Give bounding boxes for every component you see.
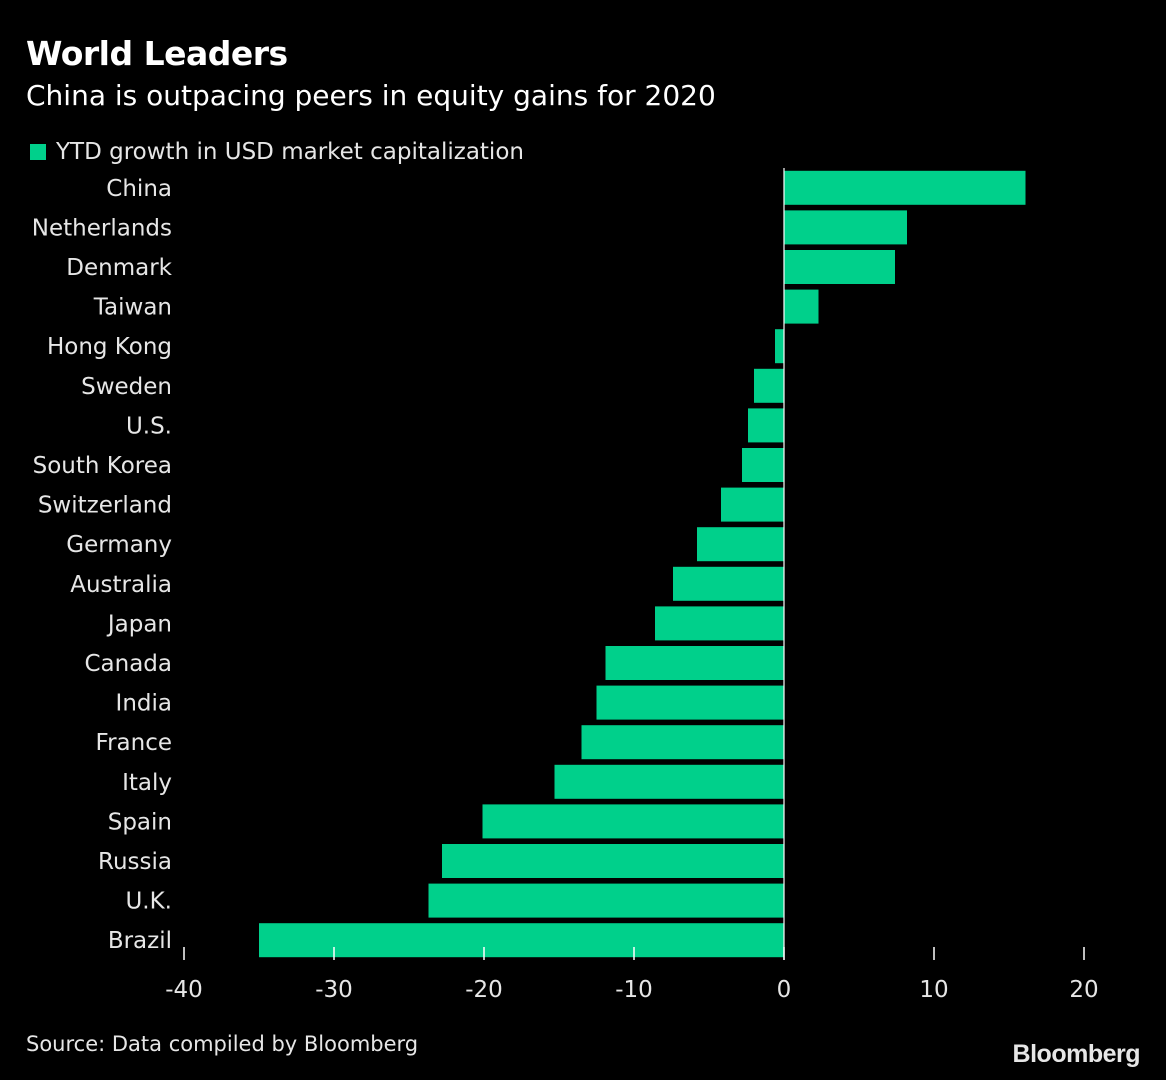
chart-subtitle: China is outpacing peers in equity gains… <box>26 79 716 112</box>
bar-germany <box>697 527 784 562</box>
bar-china <box>784 170 1026 205</box>
bar-spain <box>482 804 784 839</box>
category-label: U.S. <box>126 413 172 439</box>
bar-australia <box>673 566 784 601</box>
category-label: Taiwan <box>93 295 172 321</box>
category-label: Sweden <box>81 374 172 400</box>
bar-u-k <box>428 883 784 918</box>
bar-u-s <box>748 408 784 443</box>
category-label: Brazil <box>108 928 172 954</box>
category-label: Germany <box>66 532 172 558</box>
legend-label: YTD growth in USD market capitalization <box>56 139 524 165</box>
category-label: India <box>116 691 172 717</box>
chart-title: World Leaders <box>26 34 288 73</box>
x-tick-label: -40 <box>165 977 203 1003</box>
category-label: Netherlands <box>32 215 172 241</box>
bar-switzerland <box>721 487 784 522</box>
category-label: U.K. <box>125 889 172 915</box>
bar-netherlands <box>784 210 907 245</box>
category-label: Italy <box>122 770 172 796</box>
bar-chart: China Netherlands Denmark Taiwan Hong Kong Sw… <box>32 168 1099 1003</box>
legend: YTD growth in USD market capitalization <box>30 137 524 167</box>
bar-south-korea <box>742 448 784 482</box>
x-tick-label: -10 <box>615 977 653 1003</box>
category-label: Russia <box>98 849 172 875</box>
bar-hong-kong <box>775 329 784 364</box>
category-label: Spain <box>108 809 172 835</box>
category-label: South Korea <box>33 453 172 479</box>
x-tick-label: 0 <box>777 977 792 1003</box>
x-tick-label: 10 <box>919 977 948 1003</box>
category-label: Australia <box>70 572 172 598</box>
category-label: Canada <box>84 651 172 677</box>
bar-russia <box>442 844 784 878</box>
bar-france <box>581 725 784 760</box>
bar-taiwan <box>784 289 819 324</box>
category-label: Japan <box>106 611 172 637</box>
category-label: Hong Kong <box>47 334 172 360</box>
source-note: Source: Data compiled by Bloomberg <box>26 1032 419 1056</box>
bar-sweden <box>754 368 784 403</box>
category-label: Denmark <box>66 255 172 281</box>
x-tick-label: -30 <box>315 977 353 1003</box>
bar-brazil <box>259 923 784 958</box>
bar-canada <box>605 646 784 680</box>
bar-india <box>596 685 784 720</box>
category-label: Switzerland <box>38 493 172 519</box>
bar-italy <box>554 764 784 799</box>
category-label: China <box>106 176 172 202</box>
bloomberg-logo: Bloomberg <box>1012 1040 1141 1068</box>
x-tick-label: 20 <box>1069 977 1098 1003</box>
bar-denmark <box>784 250 895 284</box>
x-tick-label: -20 <box>465 977 503 1003</box>
bar-japan <box>655 606 784 641</box>
category-label: France <box>96 730 172 756</box>
legend-swatch <box>30 144 46 160</box>
